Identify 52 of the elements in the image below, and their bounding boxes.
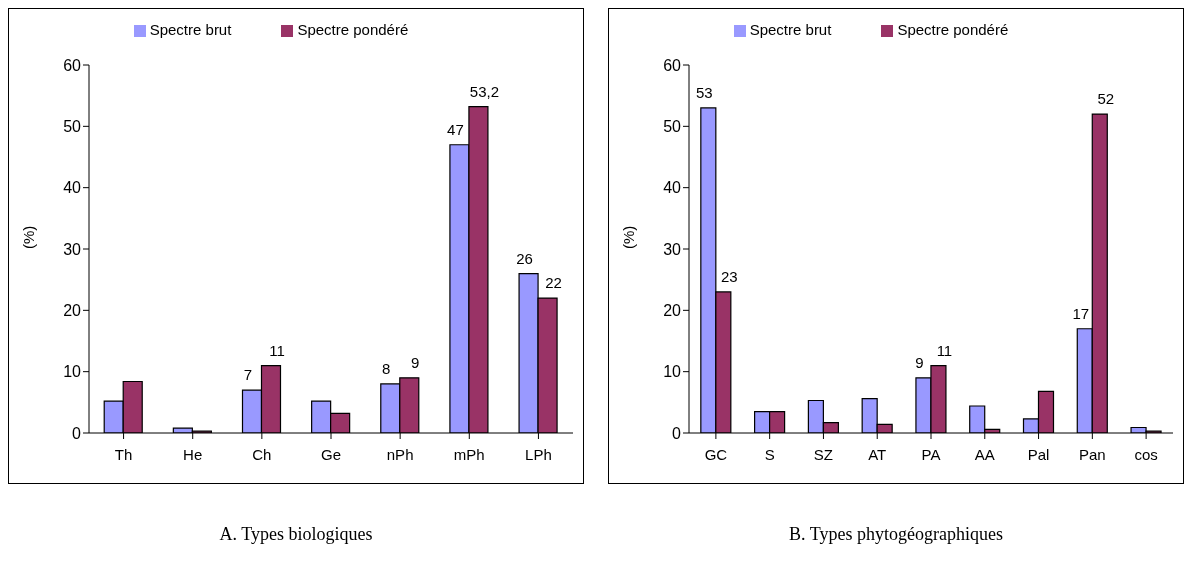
data-label: 53 (695, 83, 713, 101)
data-label: 53,2 (469, 82, 500, 100)
y-tick-label: 50 (663, 118, 682, 136)
text: A. Types biologiques (218, 524, 374, 545)
data-label: 52 (1097, 90, 1115, 108)
data-label: 23 (720, 267, 738, 285)
x-tick-label: Th (114, 445, 133, 463)
y-tick-label: 60 (63, 56, 82, 74)
data-label: 17 (1072, 304, 1090, 322)
y-tick-label: 20 (63, 302, 82, 320)
x-tick-label: cos (1134, 445, 1158, 463)
data-label: 7 (243, 366, 253, 384)
x-tick-label: Pan (1078, 445, 1106, 463)
x-tick-label: GC (704, 445, 728, 463)
x-tick-label: S (764, 445, 775, 463)
legend-label: Spectre brut (749, 21, 832, 38)
y-tick-label: 10 (663, 363, 682, 381)
x-tick-label: Ge (320, 445, 342, 463)
legend-label: Spectre pondéré (897, 21, 1009, 38)
y-tick-label: 60 (663, 56, 682, 74)
x-tick-label: LPh (525, 445, 552, 463)
x-tick-label: PA (921, 445, 941, 463)
data-label: 9 (915, 353, 924, 371)
x-tick-label: AT (868, 445, 887, 463)
y-tick-label: 40 (663, 179, 682, 197)
x-tick-label: AA (974, 445, 995, 463)
data-label: 11 (936, 341, 953, 359)
text: B. Types phytogéographiques (788, 524, 1004, 545)
y-tick-label: 0 (672, 424, 682, 442)
data-label: 22 (545, 274, 562, 292)
y-tick-label: 30 (63, 240, 82, 258)
y-tick-label: 40 (63, 179, 82, 197)
x-tick-label: SZ (813, 445, 834, 463)
x-tick-label: Pal (1027, 445, 1050, 463)
x-tick-label: Ch (252, 445, 272, 463)
data-label: 9 (411, 353, 420, 371)
x-tick-label: nPh (386, 445, 414, 463)
data-label: 47 (447, 120, 464, 138)
y-tick-label: 30 (663, 240, 682, 258)
y-axis-title: (%) (620, 225, 638, 249)
legend-label: Spectre brut (149, 21, 232, 38)
x-tick-label: He (183, 445, 203, 463)
legend-label: Spectre pondéré (297, 21, 409, 38)
y-tick-label: 50 (63, 118, 82, 136)
y-tick-label: 10 (63, 363, 82, 381)
y-axis-title: (%) (20, 225, 38, 249)
y-tick-label: 20 (663, 302, 682, 320)
x-tick-label: mPh (453, 445, 485, 463)
data-label: 8 (382, 359, 391, 377)
y-tick-label: 0 (72, 424, 82, 442)
data-label: 11 (269, 341, 285, 359)
data-label: 26 (516, 249, 533, 267)
